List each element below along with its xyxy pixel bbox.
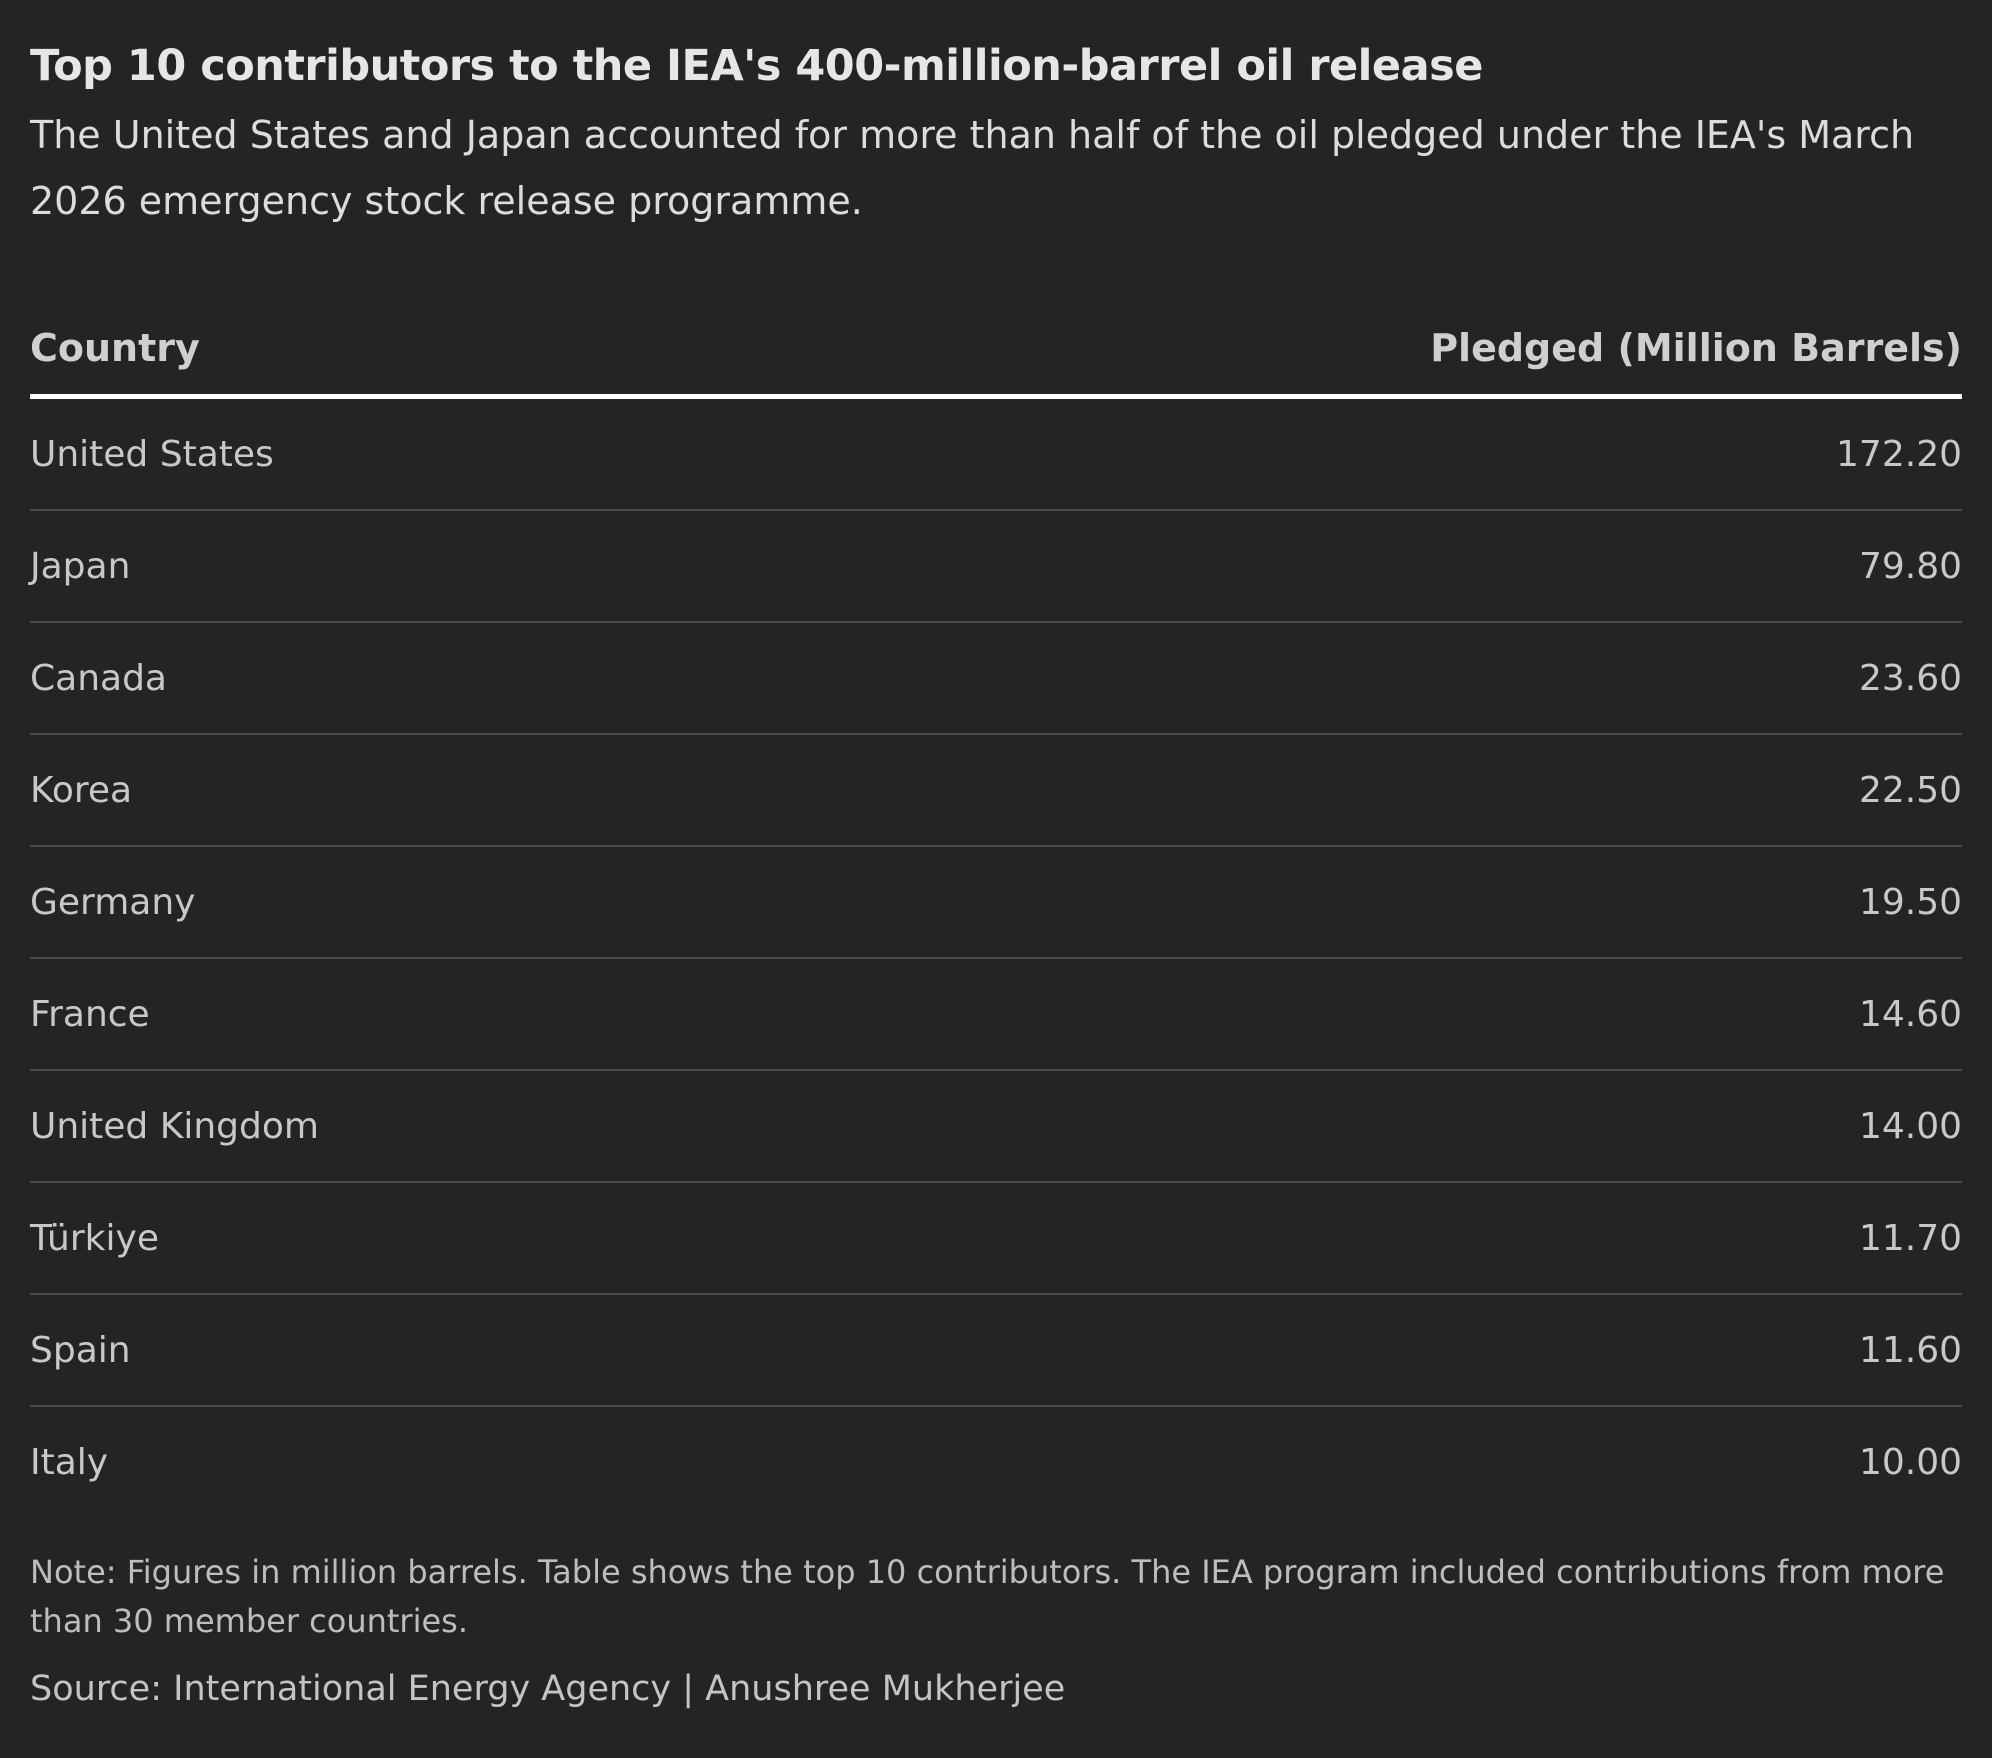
cell-country: United States — [30, 396, 711, 511]
cell-country: Germany — [30, 846, 711, 959]
table-row: Korea 22.50 — [30, 734, 1962, 847]
cell-value: 23.60 — [710, 622, 1962, 735]
column-header-country: Country — [30, 302, 711, 399]
cell-value: 172.20 — [710, 396, 1962, 511]
table-header-row: Country Pledged (Million Barrels) — [30, 302, 1962, 399]
footnote: Note: Figures in million barrels. Table … — [30, 1553, 1945, 1640]
cell-country: Korea — [30, 734, 711, 847]
chart-title: Top 10 contributors to the IEA's 400-mil… — [30, 41, 1483, 91]
data-table: Country Pledged (Million Barrels) United… — [30, 302, 1962, 1517]
table-row: United Kingdom 14.00 — [30, 1070, 1962, 1183]
table-row: Japan 79.80 — [30, 510, 1962, 623]
cell-value: 11.60 — [710, 1294, 1962, 1407]
chart-container: Top 10 contributors to the IEA's 400-mil… — [30, 30, 1962, 1709]
table-row: Germany 19.50 — [30, 846, 1962, 959]
table-row: Spain 11.60 — [30, 1294, 1962, 1407]
cell-country: Italy — [30, 1441, 109, 1483]
cell-country: United Kingdom — [30, 1070, 711, 1183]
cell-value: 79.80 — [710, 510, 1962, 623]
chart-subtitle: The United States and Japan accounted fo… — [30, 113, 1915, 223]
cell-value: 22.50 — [710, 734, 1962, 847]
table-row: United States 172.20 — [30, 396, 1962, 511]
cell-value: 14.60 — [710, 958, 1962, 1071]
column-header-pledged: Pledged (Million Barrels) — [710, 302, 1962, 399]
cell-country: Spain — [30, 1294, 711, 1407]
chart-footer: Note: Figures in million barrels. Table … — [30, 1548, 1962, 1714]
table-row: France 14.60 — [30, 958, 1962, 1071]
table-row: Türkiye 11.70 — [30, 1182, 1962, 1295]
cell-value: 10.00 — [1858, 1441, 1962, 1483]
table-row: Italy 10.00 — [30, 1406, 1962, 1517]
cell-country: Canada — [30, 622, 711, 735]
table-row: Canada 23.60 — [30, 622, 1962, 735]
cell-country: France — [30, 958, 711, 1071]
cell-value: 11.70 — [710, 1182, 1962, 1295]
cell-value: 19.50 — [710, 846, 1962, 959]
cell-country: Türkiye — [30, 1182, 711, 1295]
cell-country: Japan — [30, 510, 711, 623]
source-credit: Source: International Energy Agency | An… — [30, 1669, 1066, 1709]
cell-value: 14.00 — [710, 1070, 1962, 1183]
